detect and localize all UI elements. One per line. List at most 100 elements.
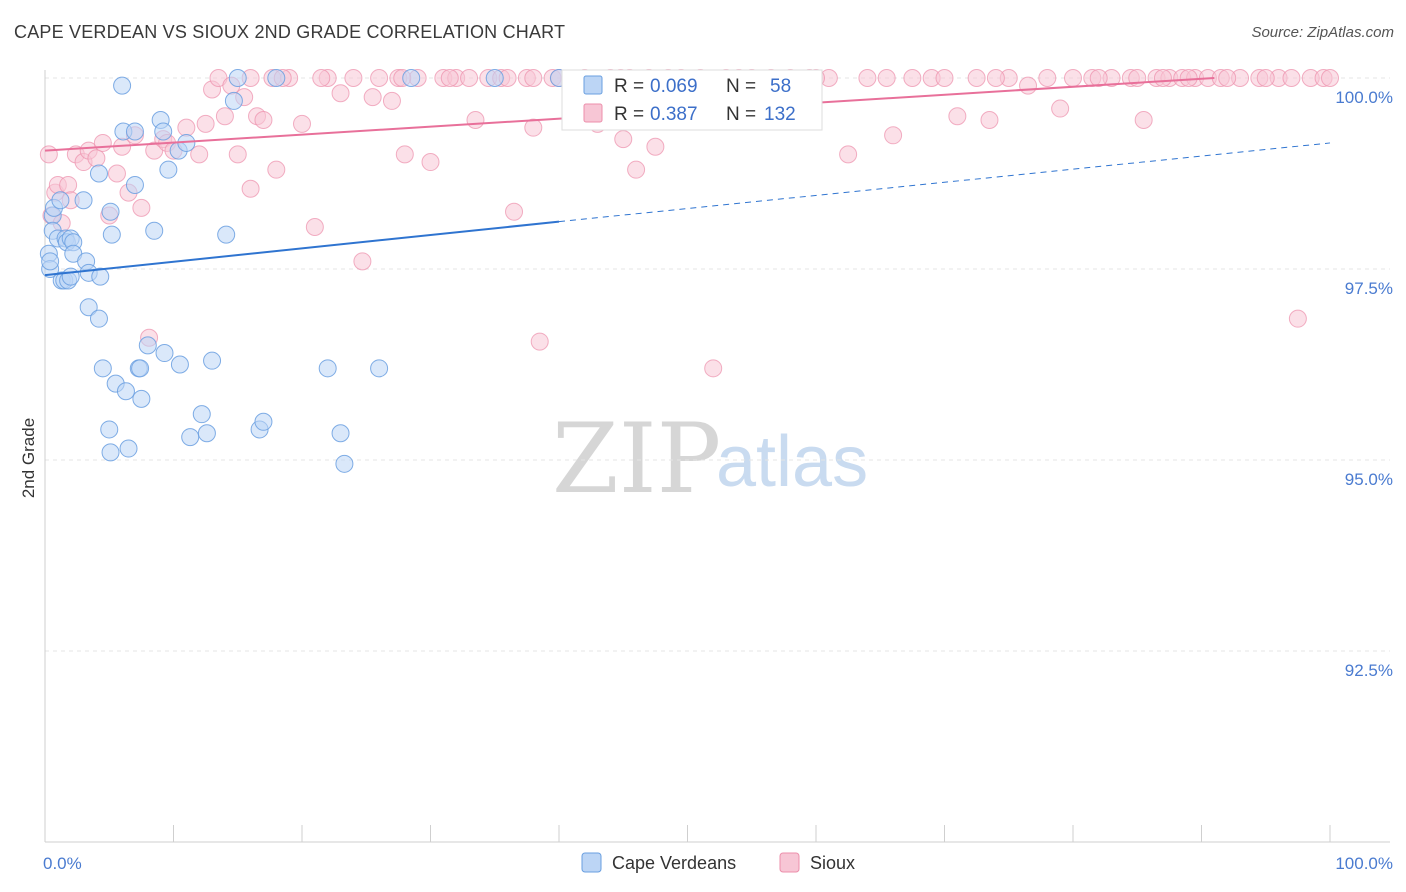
sioux-point [241, 179, 260, 198]
cape-verdean-point [170, 355, 189, 374]
sioux-point [614, 130, 633, 149]
cape-verdean-point [138, 336, 157, 355]
cape-verdean-point [402, 69, 421, 87]
sioux-point [215, 107, 234, 126]
cape-verdean-point [125, 122, 144, 141]
sioux-point [1288, 309, 1307, 328]
sioux-point [1153, 69, 1172, 87]
legend-label-sioux: Sioux [810, 853, 855, 873]
cape-verdean-point [192, 405, 211, 424]
cape-verdean-point [93, 359, 112, 378]
cape-verdean-point [74, 191, 93, 210]
sioux-point [293, 114, 311, 133]
sioux-point [530, 332, 549, 351]
cape-verdean-point [102, 225, 121, 244]
sioux-point [1179, 69, 1198, 87]
legend-swatch-blue [583, 75, 603, 95]
cape-verdean-point [217, 225, 236, 244]
cape-verdean-point [335, 454, 354, 473]
sioux-point [524, 69, 543, 87]
watermark-atlas: atlas [716, 422, 868, 502]
cape-verdean-point [125, 175, 144, 194]
sioux-point [1089, 69, 1108, 87]
cape-verdean-point [101, 202, 120, 221]
cape-verdean-point [79, 298, 98, 317]
legend-r-label: R = [614, 104, 644, 125]
cape-verdean-point [91, 267, 110, 286]
x-tick-label-right: 100.0% [1335, 854, 1393, 873]
sioux-point [884, 126, 903, 145]
sioux-point [312, 69, 331, 87]
cape-verdean-point [51, 191, 70, 210]
sioux-point [967, 69, 986, 87]
cape-verdean-point [228, 69, 247, 87]
sioux-point [858, 69, 877, 87]
cape-verdean-point [197, 424, 216, 443]
legend-blue-r: 0.069 [650, 76, 698, 97]
cape-verdean-point [331, 424, 350, 443]
cape-verdean-point [41, 252, 60, 271]
cape-verdean-point [318, 359, 337, 378]
sioux-point [460, 69, 479, 87]
sioux-point [440, 69, 459, 87]
legend-swatch-cape-verdeans [581, 852, 602, 873]
sioux-point [190, 145, 209, 164]
sioux-point [704, 359, 723, 378]
y-axis-title: 2nd Grade [19, 418, 38, 498]
legend-n-label: N = [726, 104, 756, 125]
sioux-point [87, 149, 106, 168]
legend-swatch-sioux [779, 852, 800, 873]
series-legend: Cape Verdeans Sioux [581, 852, 855, 873]
sioux-point [132, 198, 151, 217]
sioux-point [344, 69, 363, 87]
source-credit: Source: ZipAtlas.com [1251, 24, 1394, 41]
cape-verdean-point [370, 359, 389, 378]
y-tick-label: 95.0% [1345, 470, 1393, 489]
sioux-point [1064, 69, 1082, 87]
cape-verdean-point [100, 420, 119, 439]
sioux-point [839, 145, 858, 164]
sioux-point [363, 88, 382, 107]
cape-verdean-trend-line [44, 220, 560, 277]
legend-r-label: R = [614, 76, 644, 97]
sioux-point [254, 111, 273, 130]
legend-pink-r: 0.387 [650, 104, 698, 125]
cape-verdean-point [89, 309, 108, 328]
cape-verdean-point [61, 267, 80, 286]
sioux-point [395, 145, 414, 164]
sioux-point [877, 69, 896, 87]
cape-verdean-point [267, 69, 286, 87]
sioux-point [331, 84, 350, 103]
sioux-point [1051, 99, 1070, 118]
sioux-point [93, 133, 112, 152]
sioux-point [196, 114, 215, 133]
sioux-point [980, 111, 999, 130]
y-tick-label: 100.0% [1335, 88, 1393, 107]
legend-blue-n: 58 [770, 76, 791, 97]
watermark-zip: ZIP [552, 403, 721, 515]
correlation-legend: R = 0.069 N = 58 R = 0.387 N = 132 [561, 69, 823, 131]
y-tick-label: 92.5% [1345, 661, 1393, 680]
axes [44, 70, 1390, 843]
sioux-point [421, 153, 440, 172]
legend-n-label: N = [726, 76, 756, 97]
sioux-point [524, 118, 543, 137]
sioux-point [1321, 69, 1339, 87]
cape-verdean-point [132, 389, 151, 408]
cape-verdean-point [181, 428, 200, 447]
sioux-point [353, 252, 372, 271]
legend-label-cape-verdeans: Cape Verdeans [612, 853, 736, 873]
cape-verdean-point [159, 160, 178, 179]
cape-verdean-point [224, 91, 243, 110]
sioux-point [228, 145, 247, 164]
x-tick-label-left: 0.0% [43, 854, 82, 873]
sioux-point [1134, 111, 1153, 130]
sioux-point [935, 69, 954, 87]
cape-verdean-point [485, 69, 504, 87]
sioux-point [1218, 69, 1237, 87]
legend-pink-n: 132 [764, 104, 796, 125]
cape-verdean-point [116, 382, 135, 401]
cape-verdean-point [101, 443, 120, 462]
sioux-point [107, 164, 126, 183]
